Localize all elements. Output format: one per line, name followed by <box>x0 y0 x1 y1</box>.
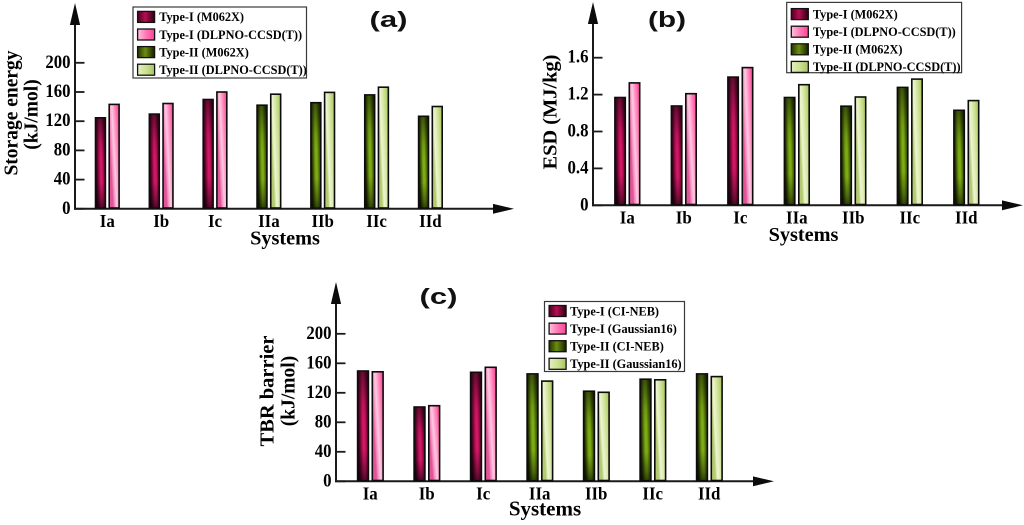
svg-text:0: 0 <box>323 470 331 491</box>
svg-text:IIa: IIa <box>529 484 551 504</box>
svg-text:Ic: Ic <box>208 211 222 231</box>
svg-text:IIa: IIa <box>258 211 280 231</box>
svg-text:0.4: 0.4 <box>568 157 589 178</box>
svg-text:0: 0 <box>580 194 588 215</box>
svg-text:0: 0 <box>62 198 70 219</box>
svg-text:IIa: IIa <box>786 207 808 227</box>
svg-text:120: 120 <box>306 382 331 403</box>
svg-text:Type-II (Gaussian16): Type-II (Gaussian16) <box>570 357 682 371</box>
svg-text:80: 80 <box>54 139 71 160</box>
svg-text:Storage energy: Storage energy <box>2 50 23 175</box>
svg-text:40: 40 <box>54 169 71 190</box>
svg-text:(c): (c) <box>420 284 458 309</box>
svg-text:IId: IId <box>419 211 442 231</box>
svg-text:200: 200 <box>306 323 331 344</box>
svg-text:Type-II (DLPNO-CCSD(T)): Type-II (DLPNO-CCSD(T)) <box>813 60 961 74</box>
svg-text:IIb: IIb <box>842 207 865 227</box>
svg-text:Ib: Ib <box>419 484 435 504</box>
svg-text:IIb: IIb <box>311 211 334 231</box>
svg-text:Type-I (Gaussian16): Type-I (Gaussian16) <box>570 322 677 336</box>
svg-text:IIc: IIc <box>366 211 387 231</box>
svg-text:Type-II (DLPNO-CCSD(T)): Type-II (DLPNO-CCSD(T)) <box>159 63 307 77</box>
svg-text:(kJ/mol): (kJ/mol) <box>278 356 299 426</box>
svg-text:Type-I (M062X): Type-I (M062X) <box>159 10 244 24</box>
svg-text:IId: IId <box>955 207 978 227</box>
svg-text:ESD (MJ/kg): ESD (MJ/kg) <box>539 55 561 170</box>
svg-text:(kJ/mol): (kJ/mol) <box>22 79 43 149</box>
svg-text:Type-I (DLPNO-CCSD(T)): Type-I (DLPNO-CCSD(T)) <box>813 25 956 39</box>
svg-text:Type-I (CI-NEB): Type-I (CI-NEB) <box>570 304 659 318</box>
svg-text:160: 160 <box>306 352 331 373</box>
svg-text:(a): (a) <box>370 7 408 32</box>
svg-text:Type-II (CI-NEB): Type-II (CI-NEB) <box>570 340 664 354</box>
svg-text:Type-I (DLPNO-CCSD(T)): Type-I (DLPNO-CCSD(T)) <box>159 28 302 42</box>
svg-text:Ia: Ia <box>100 211 115 231</box>
svg-text:IIc: IIc <box>900 207 921 227</box>
svg-text:200: 200 <box>45 52 70 73</box>
svg-text:0.8: 0.8 <box>568 121 589 142</box>
svg-text:Ib: Ib <box>153 211 169 231</box>
svg-text:Ic: Ic <box>476 484 490 504</box>
svg-text:Ia: Ia <box>363 484 378 504</box>
svg-text:80: 80 <box>315 411 332 432</box>
svg-text:Ia: Ia <box>620 207 635 227</box>
svg-text:TBR barrier: TBR barrier <box>256 335 278 446</box>
svg-text:Type-II (M062X): Type-II (M062X) <box>813 43 903 57</box>
svg-text:Systems: Systems <box>250 228 320 250</box>
svg-text:Type-II (M062X): Type-II (M062X) <box>159 45 249 59</box>
svg-text:160: 160 <box>45 81 70 102</box>
svg-text:1.6: 1.6 <box>568 47 589 68</box>
svg-text:IId: IId <box>698 484 721 504</box>
svg-text:Systems: Systems <box>769 224 839 246</box>
svg-text:Ic: Ic <box>733 207 747 227</box>
svg-text:40: 40 <box>315 441 332 462</box>
svg-text:(b): (b) <box>648 7 686 32</box>
svg-text:1.2: 1.2 <box>568 84 589 105</box>
svg-text:Ib: Ib <box>676 207 692 227</box>
svg-text:IIc: IIc <box>642 484 663 504</box>
svg-text:Systems: Systems <box>509 497 581 521</box>
svg-text:Type-I (M062X): Type-I (M062X) <box>813 7 898 21</box>
svg-text:120: 120 <box>45 110 70 131</box>
svg-text:IIb: IIb <box>585 484 608 504</box>
